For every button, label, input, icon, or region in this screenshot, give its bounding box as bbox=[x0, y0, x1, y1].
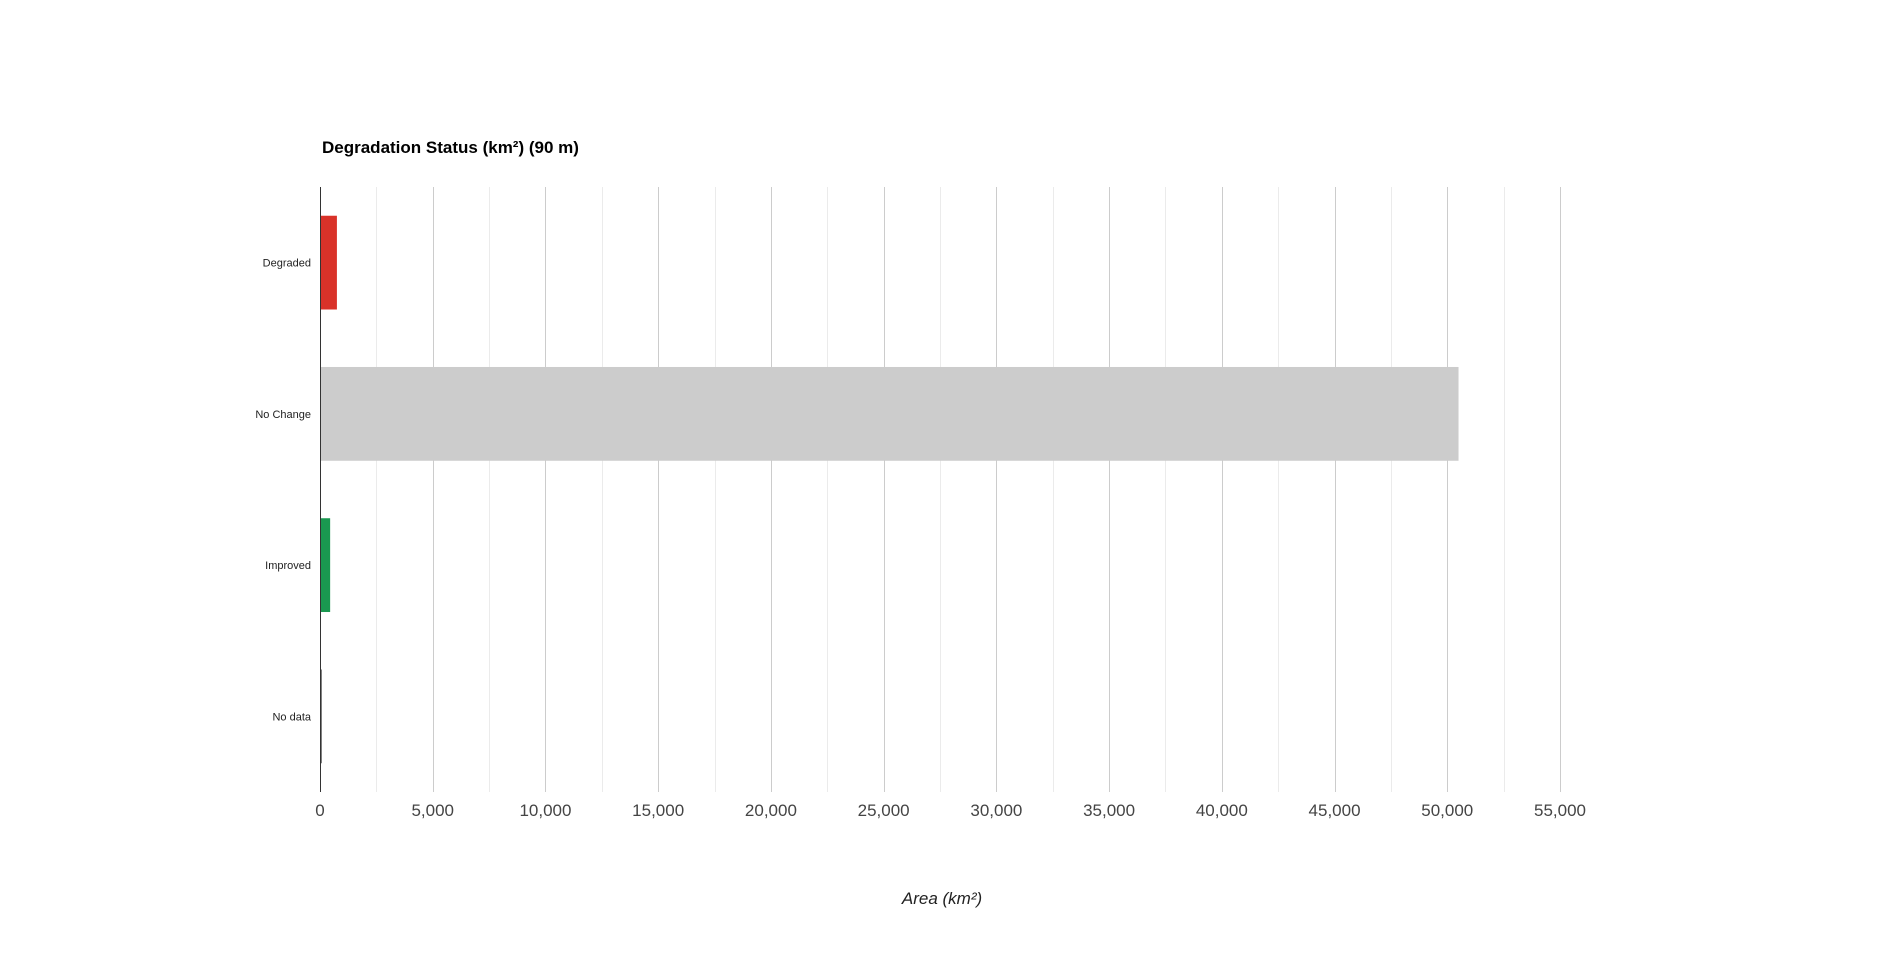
category-label: Improved bbox=[265, 560, 311, 572]
category-labels: Degraded No Change Improved No data bbox=[255, 258, 312, 724]
x-tick-labels: 0 5,000 10,000 15,000 20,000 25,000 30,000 35,0… bbox=[315, 801, 1586, 820]
chart-title: Degradation Status (km²) (90 m) bbox=[322, 138, 579, 157]
x-tick-label: 50,000 bbox=[1421, 801, 1473, 820]
bar-improved[interactable] bbox=[320, 518, 331, 613]
x-tick-label: 30,000 bbox=[970, 801, 1022, 820]
x-tick-label: 25,000 bbox=[858, 801, 910, 820]
x-tick-label: 40,000 bbox=[1196, 801, 1248, 820]
gridlines bbox=[376, 187, 1561, 792]
x-tick-label: 15,000 bbox=[632, 801, 684, 820]
x-tick-label: 5,000 bbox=[411, 801, 454, 820]
category-label: Degraded bbox=[263, 258, 311, 270]
bars bbox=[320, 215, 1459, 764]
x-tick-label: 20,000 bbox=[745, 801, 797, 820]
x-tick-label: 10,000 bbox=[519, 801, 571, 820]
x-tick-label: 0 bbox=[315, 801, 324, 820]
category-label: No data bbox=[272, 711, 311, 723]
x-tick-label: 45,000 bbox=[1309, 801, 1361, 820]
x-tick-label: 35,000 bbox=[1083, 801, 1135, 820]
x-tick-label: 55,000 bbox=[1534, 801, 1586, 820]
x-axis-title: Area (km²) bbox=[901, 889, 982, 908]
bar-no-change[interactable] bbox=[320, 366, 1459, 461]
category-label: No Change bbox=[255, 409, 311, 421]
bar-degraded[interactable] bbox=[320, 215, 337, 310]
